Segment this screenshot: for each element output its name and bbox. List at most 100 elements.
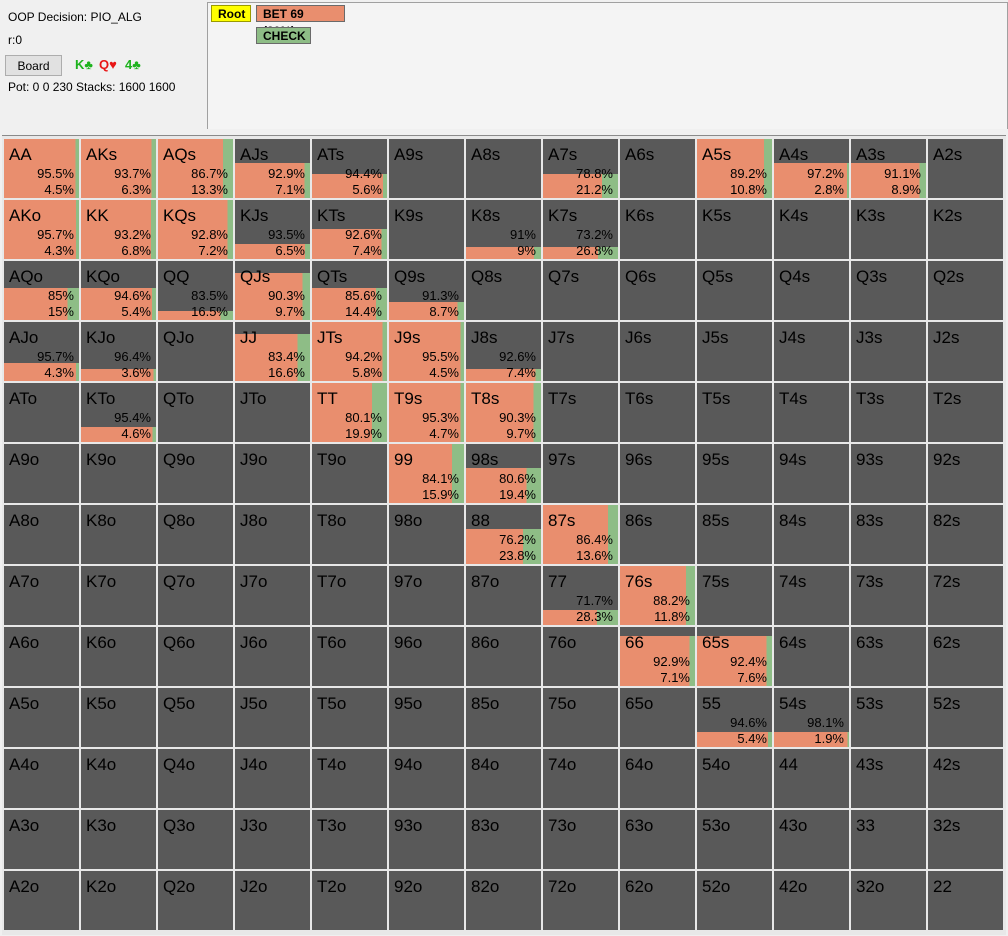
hand-cell-JJ[interactable]: 83.4% 16.6% JJ [235,322,310,381]
hand-cell-32o[interactable]: 32o [851,871,926,930]
hand-cell-T7s[interactable]: T7s [543,383,618,442]
hand-cell-T6o[interactable]: T6o [312,627,387,686]
hand-cell-QQ[interactable]: 83.5% 16.5% QQ [158,261,233,320]
hand-cell-KQs[interactable]: 92.8% 7.2% KQs [158,200,233,259]
hand-cell-A7s[interactable]: 78.8% 21.2% A7s [543,139,618,198]
hand-cell-K9s[interactable]: K9s [389,200,464,259]
hand-cell-Q2s[interactable]: Q2s [928,261,1003,320]
hand-cell-97o[interactable]: 97o [389,566,464,625]
hand-cell-J9o[interactable]: J9o [235,444,310,503]
hand-cell-K7s[interactable]: 73.2% 26.8% K7s [543,200,618,259]
hand-cell-J4o[interactable]: J4o [235,749,310,808]
hand-cell-83s[interactable]: 83s [851,505,926,564]
hand-cell-82o[interactable]: 82o [466,871,541,930]
hand-cell-T5o[interactable]: T5o [312,688,387,747]
hand-cell-94s[interactable]: 94s [774,444,849,503]
hand-cell-97s[interactable]: 97s [543,444,618,503]
hand-cell-42o[interactable]: 42o [774,871,849,930]
hand-cell-22[interactable]: 22 [928,871,1003,930]
hand-cell-53s[interactable]: 53s [851,688,926,747]
hand-cell-K3o[interactable]: K3o [81,810,156,869]
hand-cell-A5s[interactable]: 89.2% 10.8% A5s [697,139,772,198]
hand-cell-K3s[interactable]: K3s [851,200,926,259]
hand-cell-Q5o[interactable]: Q5o [158,688,233,747]
hand-cell-96o[interactable]: 96o [389,627,464,686]
hand-cell-53o[interactable]: 53o [697,810,772,869]
hand-cell-99[interactable]: 84.1% 15.9% 99 [389,444,464,503]
hand-cell-93o[interactable]: 93o [389,810,464,869]
hand-cell-KJo[interactable]: 96.4% 3.6% KJo [81,322,156,381]
hand-cell-95o[interactable]: 95o [389,688,464,747]
hand-cell-93s[interactable]: 93s [851,444,926,503]
hand-cell-JTs[interactable]: 94.2% 5.8% JTs [312,322,387,381]
hand-cell-A3o[interactable]: A3o [4,810,79,869]
hand-cell-Q9o[interactable]: Q9o [158,444,233,503]
hand-cell-AKs[interactable]: 93.7% 6.3% AKs [81,139,156,198]
hand-cell-85s[interactable]: 85s [697,505,772,564]
hand-cell-76o[interactable]: 76o [543,627,618,686]
board-button[interactable]: Board [5,55,62,76]
hand-cell-Q7s[interactable]: Q7s [543,261,618,320]
hand-cell-K6s[interactable]: K6s [620,200,695,259]
hand-cell-A4s[interactable]: 97.2% 2.8% A4s [774,139,849,198]
hand-cell-A6o[interactable]: A6o [4,627,79,686]
hand-cell-J5o[interactable]: J5o [235,688,310,747]
hand-cell-AQs[interactable]: 86.7% 13.3% AQs [158,139,233,198]
hand-cell-76s[interactable]: 88.2% 11.8% 76s [620,566,695,625]
hand-cell-98s[interactable]: 80.6% 19.4% 98s [466,444,541,503]
hand-cell-A9s[interactable]: A9s [389,139,464,198]
hand-cell-KTo[interactable]: 95.4% 4.6% KTo [81,383,156,442]
hand-cell-J5s[interactable]: J5s [697,322,772,381]
hand-cell-J3s[interactable]: J3s [851,322,926,381]
hand-cell-K9o[interactable]: K9o [81,444,156,503]
hand-cell-88[interactable]: 76.2% 23.8% 88 [466,505,541,564]
hand-cell-K2s[interactable]: K2s [928,200,1003,259]
hand-cell-52o[interactable]: 52o [697,871,772,930]
hand-cell-K4o[interactable]: K4o [81,749,156,808]
hand-cell-Q9s[interactable]: 91.3% 8.7% Q9s [389,261,464,320]
hand-cell-K5s[interactable]: K5s [697,200,772,259]
hand-cell-A4o[interactable]: A4o [4,749,79,808]
hand-cell-33[interactable]: 33 [851,810,926,869]
hand-cell-K8s[interactable]: 91% 9% K8s [466,200,541,259]
hand-cell-T3s[interactable]: T3s [851,383,926,442]
hand-cell-T8o[interactable]: T8o [312,505,387,564]
hand-cell-K5o[interactable]: K5o [81,688,156,747]
tree-node-check[interactable]: CHECK [256,27,311,44]
hand-cell-65o[interactable]: 65o [620,688,695,747]
hand-cell-Q8s[interactable]: Q8s [466,261,541,320]
hand-cell-T9o[interactable]: T9o [312,444,387,503]
hand-cell-73o[interactable]: 73o [543,810,618,869]
hand-cell-QTs[interactable]: 85.6% 14.4% QTs [312,261,387,320]
hand-cell-KJs[interactable]: 93.5% 6.5% KJs [235,200,310,259]
hand-cell-AJo[interactable]: 95.7% 4.3% AJo [4,322,79,381]
hand-cell-63s[interactable]: 63s [851,627,926,686]
hand-cell-Q3s[interactable]: Q3s [851,261,926,320]
hand-cell-QJs[interactable]: 90.3% 9.7% QJs [235,261,310,320]
hand-cell-ATo[interactable]: ATo [4,383,79,442]
hand-cell-92o[interactable]: 92o [389,871,464,930]
hand-cell-J2s[interactable]: J2s [928,322,1003,381]
hand-cell-K4s[interactable]: K4s [774,200,849,259]
hand-cell-J8s[interactable]: 92.6% 7.4% J8s [466,322,541,381]
hand-cell-52s[interactable]: 52s [928,688,1003,747]
hand-cell-T4s[interactable]: T4s [774,383,849,442]
hand-cell-T6s[interactable]: T6s [620,383,695,442]
hand-cell-A2s[interactable]: A2s [928,139,1003,198]
hand-cell-73s[interactable]: 73s [851,566,926,625]
hand-cell-T9s[interactable]: 95.3% 4.7% T9s [389,383,464,442]
hand-cell-J9s[interactable]: 95.5% 4.5% J9s [389,322,464,381]
hand-cell-T4o[interactable]: T4o [312,749,387,808]
hand-cell-J7o[interactable]: J7o [235,566,310,625]
hand-cell-72s[interactable]: 72s [928,566,1003,625]
hand-cell-T5s[interactable]: T5s [697,383,772,442]
hand-cell-T2s[interactable]: T2s [928,383,1003,442]
hand-cell-65s[interactable]: 92.4% 7.6% 65s [697,627,772,686]
hand-cell-74s[interactable]: 74s [774,566,849,625]
hand-cell-A2o[interactable]: A2o [4,871,79,930]
hand-cell-A3s[interactable]: 91.1% 8.9% A3s [851,139,926,198]
hand-cell-64o[interactable]: 64o [620,749,695,808]
hand-cell-95s[interactable]: 95s [697,444,772,503]
hand-cell-QJo[interactable]: QJo [158,322,233,381]
hand-cell-A9o[interactable]: A9o [4,444,79,503]
